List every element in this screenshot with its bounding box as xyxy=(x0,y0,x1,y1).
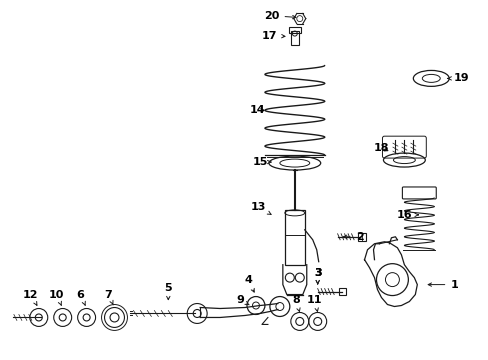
Text: 12: 12 xyxy=(23,289,39,305)
Text: 6: 6 xyxy=(77,289,85,305)
Text: 1: 1 xyxy=(427,280,457,289)
Text: 16: 16 xyxy=(396,210,417,220)
Text: 7: 7 xyxy=(104,289,113,305)
Text: 8: 8 xyxy=(291,294,300,311)
Text: 10: 10 xyxy=(49,289,64,305)
Text: 11: 11 xyxy=(306,294,322,311)
Text: 3: 3 xyxy=(313,267,321,284)
Text: 9: 9 xyxy=(236,294,249,305)
Text: 15: 15 xyxy=(252,157,270,167)
Text: 20: 20 xyxy=(264,11,295,21)
Text: 17: 17 xyxy=(262,31,285,41)
Text: 2: 2 xyxy=(343,232,363,242)
Text: 18: 18 xyxy=(373,143,388,153)
Text: 4: 4 xyxy=(244,275,254,292)
Text: 14: 14 xyxy=(250,105,265,115)
Text: 3: 3 xyxy=(313,267,321,284)
Text: 19: 19 xyxy=(447,73,468,84)
Text: 13: 13 xyxy=(250,202,270,215)
Text: 5: 5 xyxy=(164,283,172,300)
